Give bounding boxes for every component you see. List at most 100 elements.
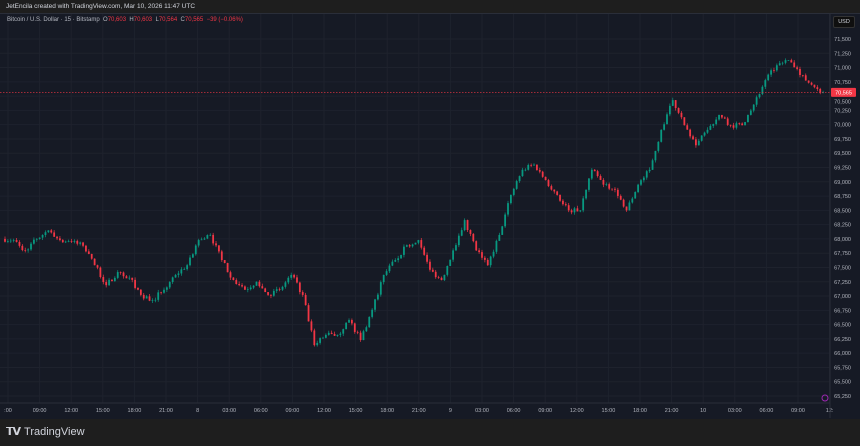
candle-body: [486, 259, 489, 266]
candle-body: [804, 75, 807, 81]
candle-body: [33, 239, 35, 244]
candle-body: [284, 282, 287, 287]
candle-body: [290, 274, 293, 278]
candle-body: [631, 198, 634, 203]
candle-body: [379, 282, 382, 295]
candle-body: [721, 114, 723, 118]
candle-body: [429, 261, 431, 270]
y-tick-label: 67,250: [834, 280, 851, 286]
candle-body: [9, 240, 12, 242]
high-value: 70,603: [133, 17, 153, 23]
candle-body: [345, 322, 348, 330]
candle-body: [816, 87, 819, 89]
candle-body: [348, 320, 350, 323]
candle-body: [680, 112, 683, 118]
candle-body: [695, 139, 697, 146]
y-tick-label: 65,750: [834, 365, 851, 371]
candle-body: [12, 240, 15, 241]
candle-body: [550, 186, 553, 190]
candle-body: [799, 68, 801, 75]
y-tick-label: 67,750: [834, 251, 851, 257]
candlestick-chart[interactable]: 71,500 71,250 71,000 70,750 70,500 70,250 70,0…: [0, 0, 860, 420]
candle-body: [403, 246, 405, 255]
candle-body: [304, 294, 307, 306]
candle-body: [668, 105, 671, 115]
last-price-label: 70,565: [835, 90, 852, 96]
candle-body: [394, 260, 397, 262]
candle-body: [585, 189, 587, 199]
candle-body: [530, 164, 533, 166]
candle-body: [709, 125, 712, 130]
candle-body: [411, 244, 414, 247]
candle-body: [27, 249, 30, 251]
candle-body: [735, 123, 738, 128]
candle-body: [527, 164, 530, 170]
candle-body: [582, 198, 585, 211]
candle-body: [628, 202, 631, 211]
candle-body: [61, 240, 64, 243]
candle-body: [215, 243, 217, 246]
y-tick-label: 70,000: [834, 123, 851, 129]
candle-body: [637, 184, 639, 193]
x-tick-label: 15:00: [349, 408, 363, 414]
candle-body: [547, 180, 550, 187]
candle-body: [142, 294, 145, 299]
candle-body: [209, 234, 212, 236]
chart-area[interactable]: [0, 13, 860, 419]
candle-body: [397, 258, 400, 261]
candle-body: [116, 272, 119, 278]
candle-body: [391, 261, 394, 266]
candle-body: [278, 289, 281, 290]
candle-body: [99, 267, 102, 278]
candle-body: [671, 100, 674, 106]
candle-body: [177, 273, 180, 275]
candle-body: [536, 164, 538, 171]
y-tick-label: 68,500: [834, 208, 851, 214]
candle-body: [452, 250, 454, 260]
currency-button[interactable]: USD: [833, 16, 855, 28]
candle-body: [296, 277, 298, 283]
x-tick-label: 03:00: [222, 408, 236, 414]
candle-body: [261, 286, 264, 289]
candle-body: [741, 123, 744, 126]
candle-body: [238, 284, 241, 286]
candle-body: [180, 269, 183, 274]
y-tick-label: 67,500: [834, 265, 851, 271]
candle-body: [319, 338, 322, 343]
candle-body: [264, 288, 267, 293]
candle-body: [21, 245, 24, 251]
candle-body: [492, 251, 495, 257]
candle-body: [15, 240, 18, 242]
candle-body: [79, 242, 82, 244]
event-marker-icon: [821, 394, 829, 402]
y-tick-label: 66,250: [834, 337, 851, 343]
candle-body: [533, 164, 535, 166]
candle-body: [85, 245, 87, 252]
candle-body: [793, 62, 796, 68]
candle-body: [588, 178, 590, 190]
candle-body: [683, 117, 686, 126]
candle-body: [515, 181, 518, 189]
candle-body: [131, 277, 134, 280]
candle-body: [787, 60, 790, 61]
candle-body: [165, 287, 168, 290]
candle-body: [521, 169, 524, 177]
candle-body: [374, 299, 376, 310]
candle-body: [125, 276, 128, 279]
candle-body: [244, 286, 246, 290]
candle-body: [602, 179, 605, 185]
y-tick-label: 66,000: [834, 351, 851, 357]
candle-body: [160, 292, 163, 294]
symbol-legend: Bitcoin / U.S. Dollar · 15 · Bitstamp O7…: [7, 17, 243, 23]
candle-body: [171, 277, 174, 283]
candle-body: [330, 332, 333, 334]
candle-body: [640, 180, 642, 185]
close-value: 70,565: [184, 17, 204, 23]
credit-bar: JetEncila created with TradingView.com, …: [0, 0, 860, 13]
candle-body: [246, 289, 249, 290]
candle-body: [657, 141, 660, 151]
candle-body: [478, 250, 480, 253]
candle-body: [437, 277, 440, 278]
x-tick-label: 18:00: [128, 408, 142, 414]
x-tick-label: 06:00: [507, 408, 521, 414]
